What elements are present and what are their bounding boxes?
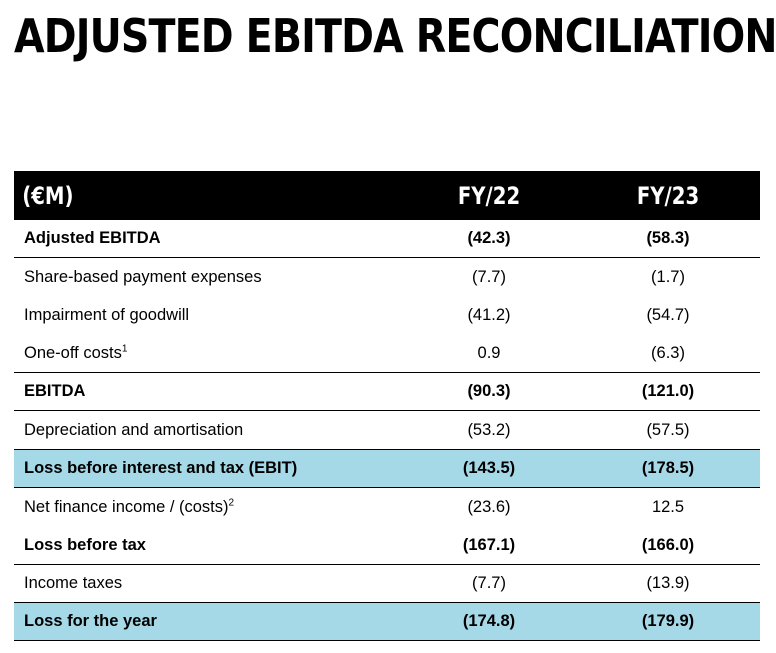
- fy23-value: (54.7): [646, 306, 690, 325]
- table-row: Income taxes (7.7) (13.9): [14, 565, 760, 603]
- row-label: Loss before tax: [24, 535, 146, 554]
- fy23-value: (121.0): [641, 382, 695, 401]
- table-header: (€M) FY/22 FY/23: [14, 171, 760, 220]
- row-label: One-off costs1: [24, 343, 128, 363]
- row-label: Loss before interest and tax (EBIT): [24, 458, 298, 477]
- fy22-value: (174.8): [462, 612, 516, 631]
- fy23-value: (57.5): [646, 420, 690, 439]
- table-row-highlighted: Loss for the year (174.8) (179.9): [14, 602, 760, 642]
- fy23-value: (13.9): [646, 573, 690, 592]
- fy23-value: (1.7): [651, 267, 685, 286]
- fy23-value: (58.3): [646, 229, 690, 248]
- fy22-value: (90.3): [467, 382, 511, 401]
- fy23-value: (166.0): [641, 535, 695, 554]
- fy22-value: 0.9: [477, 344, 501, 363]
- table-row: Depreciation and amortisation (53.2) (57…: [14, 411, 760, 450]
- fy22-value: (167.1): [462, 535, 516, 554]
- row-label: Share-based payment expenses: [24, 267, 262, 286]
- fy22-value: (23.6): [467, 497, 511, 516]
- fy22-value: (7.7): [472, 573, 506, 592]
- row-label: Depreciation and amortisation: [24, 420, 244, 439]
- fy23-value: (179.9): [641, 612, 695, 631]
- table-row: One-off costs1 0.9 (6.3): [14, 335, 760, 374]
- table-row: Loss before tax (167.1) (166.0): [14, 526, 760, 565]
- table-row: EBITDA (90.3) (121.0): [14, 373, 760, 412]
- table-row: Net finance income / (costs)2 (23.6) 12.…: [14, 488, 760, 526]
- fy22-value: (41.2): [467, 306, 511, 325]
- fy22-header: FY/22: [457, 181, 521, 210]
- fy23-value: (178.5): [641, 458, 695, 477]
- row-label: Net finance income / (costs)2: [24, 497, 235, 516]
- fy22-value: (7.7): [472, 267, 506, 286]
- table-row: Adjusted EBITDA (42.3) (58.3): [14, 220, 760, 259]
- fy23-value: (6.3): [651, 344, 685, 363]
- fy22-value: (42.3): [467, 229, 511, 248]
- reconciliation-table: (€M) FY/22 FY/23 Adjusted EBITDA (42.3) …: [14, 171, 760, 642]
- fy23-value: 12.5: [651, 497, 685, 516]
- row-label: Income taxes: [24, 573, 123, 592]
- row-label: EBITDA: [24, 382, 86, 401]
- fy22-value: (53.2): [467, 420, 511, 439]
- row-label: Loss for the year: [24, 612, 157, 631]
- page-title: ADJUSTED EBITDA RECONCILIATION: [14, 9, 776, 63]
- unit-header: (€M): [22, 181, 74, 210]
- table-row: Share-based payment expenses (7.7) (1.7): [14, 258, 760, 296]
- row-label: Impairment of goodwill: [24, 306, 190, 325]
- row-label: Adjusted EBITDA: [24, 229, 161, 248]
- fy23-header: FY/23: [636, 181, 700, 210]
- table-row-highlighted: Loss before interest and tax (EBIT) (143…: [14, 449, 760, 489]
- table-row: Impairment of goodwill (41.2) (54.7): [14, 297, 760, 335]
- fy22-value: (143.5): [462, 458, 516, 477]
